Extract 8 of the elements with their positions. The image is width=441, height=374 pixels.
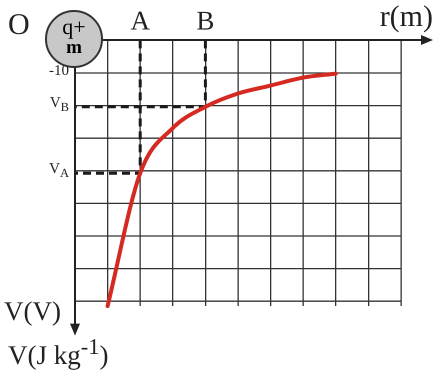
x-tick-label: B [196,5,214,36]
y-axis-title: V(V) [4,296,61,326]
x-axis-title: r(m) [380,0,433,34]
text: O [8,8,30,42]
text: V$_{B}$ [50,94,69,114]
text: V$_{A}$ [49,161,69,180]
x-tick-label: A [130,5,150,36]
text: V(J kg$^{-1}$) [8,334,108,370]
